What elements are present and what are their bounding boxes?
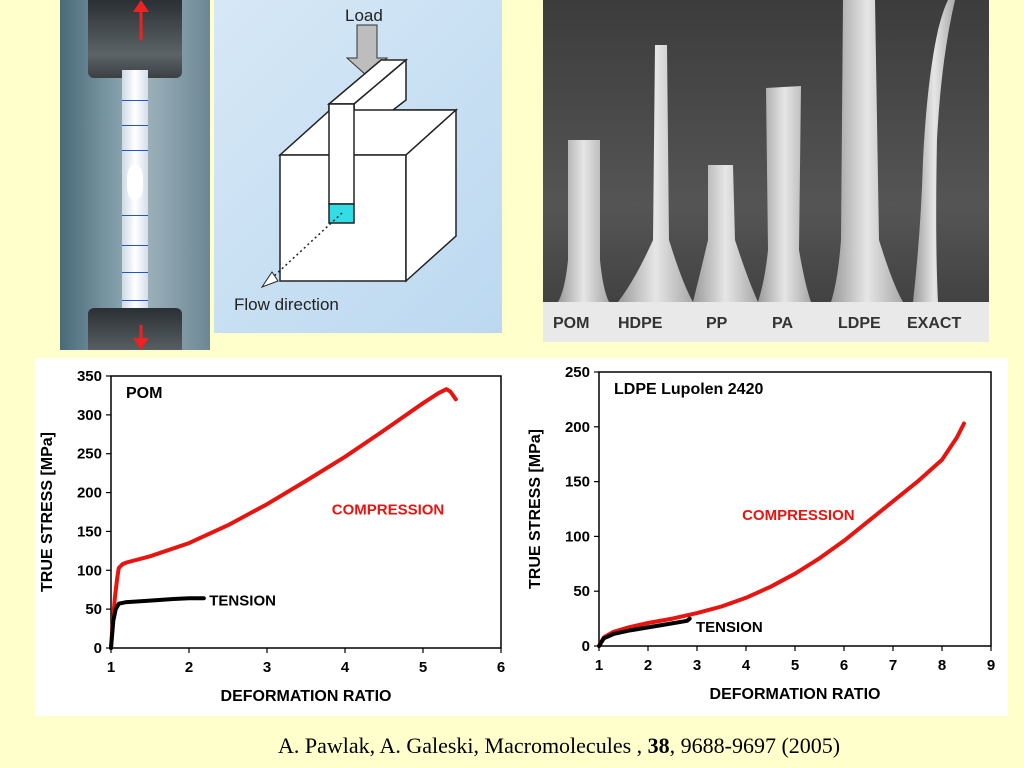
lower-grip: [88, 308, 182, 350]
chart-2-ytick-label-1: 50: [573, 583, 590, 600]
chart-2-xtick-label-2: 3: [693, 657, 701, 674]
chart-2-xtick-label-0: 1: [595, 657, 603, 674]
chart-1-xlabel: DEFORMATION RATIO: [221, 688, 392, 705]
sem-label-pa: PA: [772, 315, 794, 332]
channel-die-schematic: Load Flow direction: [214, 0, 502, 333]
chart-2-xlabel: DEFORMATION RATIO: [710, 686, 881, 703]
sample-silhouettes: [558, 0, 955, 302]
chart-2-xtick-label-1: 2: [644, 657, 652, 674]
chart-1-ytick-label-6: 300: [77, 407, 102, 424]
chart-1-ytick-label-7: 350: [77, 368, 102, 385]
chart-1-xtick-label-2: 3: [263, 659, 271, 676]
chart-2-ytick-label-5: 250: [565, 364, 590, 381]
pom-stress-chart-panel: 0 50 100 150 200 250 300 350 1 2 3 4 5 6 DEFORMATION R…: [35, 358, 513, 716]
chart-2-series-tension-line: [597, 616, 692, 648]
pom-stress-chart: 0 50 100 150 200 250 300 350 1 2 3 4 5 6 DEFORMATION R…: [39, 368, 505, 705]
sem-label-pp: PP: [706, 315, 728, 332]
chart-2-series-compression-line: [597, 421, 966, 648]
ldpe-stress-chart-panel: 0 50 100 150 200 250 1 2 3 4 5 6 7 8 9 DEFORMATION RATI…: [513, 358, 1008, 716]
chart-2-ytick-label-4: 200: [565, 419, 590, 436]
chart-2-xtick-label-8: 9: [987, 657, 995, 674]
citation-pages-year: , 9688-9697 (2005): [669, 733, 841, 758]
chart-2-xtick-label-6: 7: [889, 657, 897, 674]
chart-1-xtick-label-5: 6: [497, 659, 505, 676]
chart-2-series-tension-label: TENSION: [696, 619, 763, 636]
chart-1-series-compression-line: [109, 387, 458, 650]
chart-2-ytick-label-3: 150: [565, 474, 590, 491]
chart-2-ytick-label-2: 100: [565, 528, 590, 545]
chart-1-ytick-label-2: 100: [77, 562, 102, 579]
chart-1-ytick-label-1: 50: [85, 601, 102, 618]
ldpe-stress-chart: 0 50 100 150 200 250 1 2 3 4 5 6 7 8 9 DEFORMATION RATI…: [527, 364, 995, 703]
citation-volume: 38: [647, 733, 670, 758]
chart-1-xtick-label-3: 4: [341, 659, 350, 676]
chart-1-xtick-label-4: 5: [419, 659, 427, 676]
flow-direction-label: Flow direction: [234, 295, 339, 314]
chart-1-ytick-label-4: 200: [77, 485, 102, 502]
chart-1-series-tension-label: TENSION: [209, 592, 276, 609]
load-label: Load: [345, 6, 383, 25]
chart-1-plot-frame: [110, 375, 502, 649]
chart-2-xtick-label-5: 6: [840, 657, 848, 674]
chart-1-ytick-label-0: 0: [94, 640, 102, 657]
chart-1-ylabel: TRUE STRESS [MPa]: [39, 432, 56, 592]
tensile-specimen-photo: [60, 0, 210, 350]
chart-1-series-compression-label: COMPRESSION: [332, 501, 445, 518]
sem-label-exact: EXACT: [907, 315, 962, 332]
sem-label-bar: [543, 302, 989, 342]
tension-arrows: [133, 0, 149, 350]
sem-label-ldpe: LDPE: [838, 315, 881, 332]
chart-2-ylabel: TRUE STRESS [MPa]: [527, 429, 544, 589]
chart-1-ytick-label-5: 250: [77, 446, 102, 463]
chart-2-xtick-label-4: 5: [791, 657, 799, 674]
chart-2-series-compression-label: COMPRESSION: [742, 507, 855, 524]
specimen-neck: [127, 165, 143, 200]
sem-label-hdpe: HDPE: [618, 315, 663, 332]
chart-1-ytick-label-3: 150: [77, 523, 102, 540]
chart-2-ytick-label-0: 0: [582, 638, 590, 655]
chart-1-title: POM: [126, 385, 162, 402]
chart-2-xtick-label-7: 8: [938, 657, 946, 674]
citation-authors: A. Pawlak, A. Galeski, Macromolecules ,: [278, 733, 648, 758]
chart-1-xtick-label-1: 2: [185, 659, 193, 676]
chart-1-series-tension-line: [109, 596, 206, 650]
citation: A. Pawlak, A. Galeski, Macromolecules , …: [278, 733, 840, 759]
sem-label-pom: POM: [553, 315, 590, 332]
chart-2-title: LDPE Lupolen 2420: [614, 381, 763, 398]
upper-grip: [88, 0, 182, 78]
sem-micrograph: POM HDPE PP PA LDPE EXACT: [543, 0, 989, 342]
chart-2-xtick-label-3: 4: [742, 657, 751, 674]
chart-1-xtick-label-0: 1: [107, 659, 115, 676]
